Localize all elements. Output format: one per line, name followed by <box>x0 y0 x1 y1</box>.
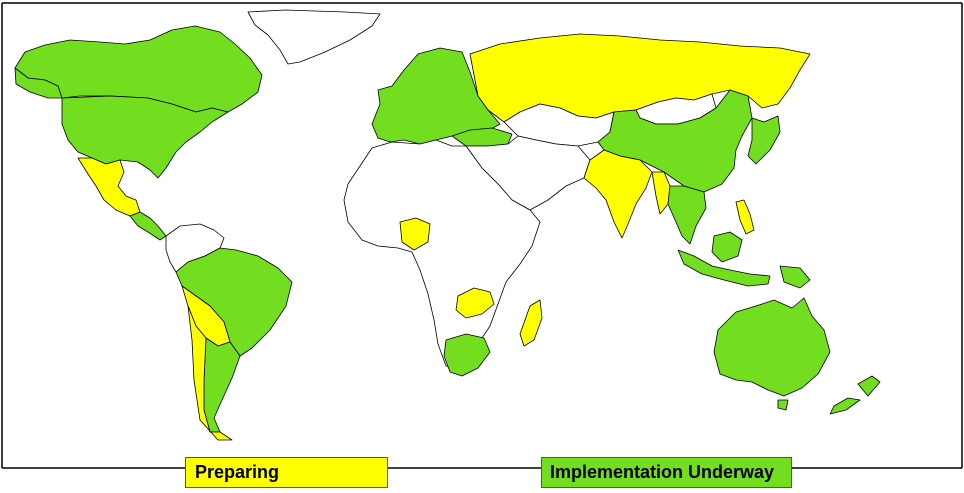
legend-preparing-label: Preparing <box>195 462 280 482</box>
region-borneo <box>711 231 743 263</box>
region-southeast-asia <box>667 185 707 245</box>
legend-implementation-label: Implementation Underway <box>550 462 775 482</box>
region-tasmania <box>777 399 789 411</box>
region-new-zealand <box>829 375 881 415</box>
region-papua-new-guinea <box>779 265 811 289</box>
region-zambia <box>455 287 495 319</box>
region-united-states <box>61 95 229 179</box>
region-chile <box>187 305 233 441</box>
region-greenland <box>247 9 381 65</box>
region-alaska <box>14 67 63 99</box>
region-canada <box>14 25 263 113</box>
region-mexico <box>77 157 141 217</box>
region-myanmar <box>651 171 671 215</box>
region-philippines <box>735 199 755 235</box>
region-india <box>583 149 653 239</box>
region-south-africa <box>443 333 491 377</box>
region-indonesia <box>677 249 771 287</box>
legend-preparing: Preparing <box>185 457 388 488</box>
region-central-america <box>129 211 167 241</box>
legend-implementation-underway: Implementation Underway <box>541 457 792 488</box>
region-madagascar <box>519 299 543 347</box>
region-argentina <box>203 337 241 433</box>
region-nigeria <box>399 217 431 251</box>
region-australia <box>713 297 831 397</box>
region-japan <box>747 115 781 165</box>
